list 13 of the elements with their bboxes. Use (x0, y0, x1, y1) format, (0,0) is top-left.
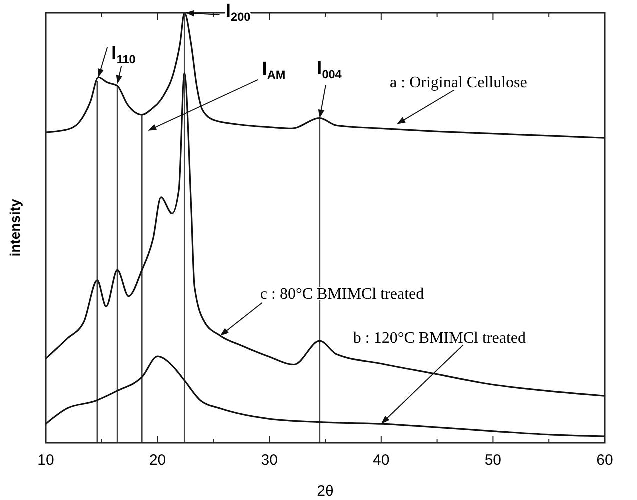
x-tick-label: 10 (38, 452, 54, 469)
x-axis-title: 2θ (317, 483, 334, 500)
x-tick-label: 60 (596, 452, 614, 469)
annotation: I$_{AM}$ (262, 58, 286, 82)
annotation: a : Original Cellulose (390, 74, 528, 92)
x-tick-label: 20 (149, 452, 166, 469)
x-tick-label: 30 (261, 452, 278, 469)
x-tick-label: 50 (484, 452, 502, 469)
annotation: I$_{004}$ (316, 58, 342, 81)
y-axis-title: intensity (7, 199, 23, 257)
annotation: I$_{110}$ (112, 44, 136, 66)
x-tick-label: 40 (373, 452, 390, 469)
annotation: b : 120°C BMIMCl treated (353, 330, 526, 348)
